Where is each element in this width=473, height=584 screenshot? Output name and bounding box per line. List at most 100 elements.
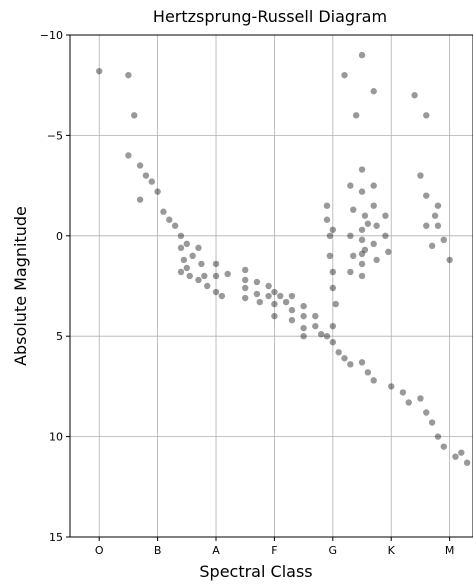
x-axis-label: Spectral Class xyxy=(199,562,312,581)
star-point xyxy=(212,272,220,280)
x-tick-label: O xyxy=(95,544,104,557)
star-point xyxy=(271,288,278,296)
star-point xyxy=(399,389,407,396)
star-point xyxy=(288,316,296,324)
star-point xyxy=(373,222,380,229)
star-point xyxy=(288,292,296,300)
star-point xyxy=(358,359,366,366)
star-point xyxy=(177,268,185,276)
star-point xyxy=(212,260,220,268)
star-point xyxy=(440,443,447,450)
star-point xyxy=(312,322,319,330)
star-point xyxy=(265,282,272,290)
star-point xyxy=(434,433,442,440)
star-point xyxy=(265,292,272,300)
star-point xyxy=(463,459,471,466)
data-points xyxy=(96,51,471,466)
star-point xyxy=(198,260,205,268)
star-point xyxy=(271,300,278,308)
star-point xyxy=(183,240,191,248)
star-point xyxy=(350,252,357,260)
star-point xyxy=(452,453,459,460)
star-point xyxy=(312,312,319,320)
star-point xyxy=(288,306,296,314)
star-point xyxy=(446,256,453,264)
star-point xyxy=(358,250,366,258)
star-point xyxy=(332,300,339,308)
star-point xyxy=(440,236,447,244)
y-tick-label: 15 xyxy=(49,531,63,544)
star-point xyxy=(171,222,179,229)
star-point xyxy=(388,383,395,390)
star-point xyxy=(434,222,442,229)
star-point xyxy=(405,399,412,406)
star-point xyxy=(136,162,144,169)
star-point xyxy=(358,260,366,268)
star-point xyxy=(125,71,132,79)
star-point xyxy=(385,248,392,256)
y-axis-label: Absolute Magnitude xyxy=(11,206,30,366)
star-point xyxy=(195,276,202,284)
star-point xyxy=(434,202,442,209)
chart-title: Hertzsprung-Russell Diagram xyxy=(153,7,387,26)
star-point xyxy=(423,112,430,119)
star-point xyxy=(370,240,377,248)
star-point xyxy=(358,226,366,233)
star-point xyxy=(358,236,366,244)
y-tick-label: −10 xyxy=(40,29,63,42)
star-point xyxy=(131,112,138,119)
star-point xyxy=(370,377,377,384)
star-point xyxy=(329,339,337,346)
star-point xyxy=(361,212,369,219)
star-point xyxy=(201,272,208,280)
star-point xyxy=(242,284,249,292)
star-point xyxy=(373,256,380,264)
star-point xyxy=(347,232,354,239)
grid-lines xyxy=(70,35,473,537)
star-point xyxy=(428,242,436,250)
y-tick-label: 10 xyxy=(49,431,63,444)
star-point xyxy=(329,226,337,233)
star-point xyxy=(160,208,167,215)
star-point xyxy=(423,409,430,416)
star-point xyxy=(370,202,377,209)
star-point xyxy=(417,395,424,402)
star-point xyxy=(300,302,307,310)
star-point xyxy=(361,246,369,254)
star-point xyxy=(242,266,249,274)
star-point xyxy=(256,298,264,306)
star-point xyxy=(323,202,331,209)
star-point xyxy=(423,192,430,199)
star-point xyxy=(382,232,389,239)
star-point xyxy=(125,152,132,159)
star-point xyxy=(300,312,307,320)
star-point xyxy=(180,256,188,264)
star-point xyxy=(282,298,290,306)
star-point xyxy=(204,282,211,290)
star-point xyxy=(370,88,377,95)
y-tick-label: 0 xyxy=(56,230,63,243)
star-point xyxy=(347,361,354,368)
star-point xyxy=(242,276,249,284)
star-point xyxy=(370,182,377,189)
x-tick-label: B xyxy=(154,544,162,557)
star-point xyxy=(335,349,342,356)
star-point xyxy=(382,212,389,219)
star-point xyxy=(253,278,261,286)
star-point xyxy=(136,196,144,203)
plot-frame xyxy=(69,34,473,538)
y-tick-label: −5 xyxy=(47,129,63,142)
star-point xyxy=(364,369,372,376)
star-point xyxy=(253,290,261,298)
x-tick-label: K xyxy=(388,544,396,557)
star-point xyxy=(358,166,366,173)
star-point xyxy=(323,216,331,223)
star-point xyxy=(300,324,307,332)
star-point xyxy=(177,244,185,252)
star-point xyxy=(242,294,249,302)
star-point xyxy=(431,212,439,219)
star-point xyxy=(300,333,307,340)
star-point xyxy=(166,216,173,223)
star-point xyxy=(341,71,348,79)
